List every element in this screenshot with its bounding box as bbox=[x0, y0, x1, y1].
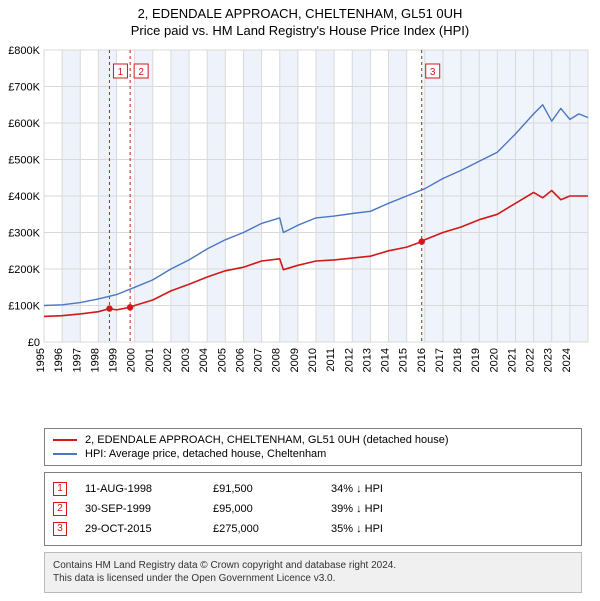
sale-row: 3 29-OCT-2015 £275,000 35% ↓ HPI bbox=[53, 519, 573, 539]
svg-text:2005: 2005 bbox=[216, 348, 228, 372]
svg-text:2014: 2014 bbox=[380, 348, 392, 372]
sale-row: 1 11-AUG-1998 £91,500 34% ↓ HPI bbox=[53, 479, 573, 499]
sale-date: 30-SEP-1999 bbox=[85, 503, 195, 515]
title-line-2: Price paid vs. HM Land Registry's House … bbox=[0, 23, 600, 40]
legend-label: HPI: Average price, detached house, Chel… bbox=[85, 448, 326, 460]
svg-text:1997: 1997 bbox=[71, 348, 83, 372]
svg-text:£300K: £300K bbox=[8, 227, 40, 239]
svg-text:2022: 2022 bbox=[525, 348, 537, 372]
svg-text:2012: 2012 bbox=[343, 348, 355, 372]
svg-text:2021: 2021 bbox=[506, 348, 518, 372]
svg-text:£0: £0 bbox=[28, 337, 40, 349]
svg-text:£700K: £700K bbox=[8, 81, 40, 93]
svg-text:£500K: £500K bbox=[8, 154, 40, 166]
svg-text:2024: 2024 bbox=[561, 348, 573, 372]
sale-price: £275,000 bbox=[213, 523, 313, 535]
svg-text:2023: 2023 bbox=[543, 348, 555, 372]
svg-text:2003: 2003 bbox=[180, 348, 192, 372]
svg-text:2004: 2004 bbox=[198, 348, 210, 372]
legend-label: 2, EDENDALE APPROACH, CHELTENHAM, GL51 0… bbox=[85, 434, 449, 446]
sale-date: 11-AUG-1998 bbox=[85, 483, 195, 495]
sale-row: 2 30-SEP-1999 £95,000 39% ↓ HPI bbox=[53, 499, 573, 519]
svg-text:2009: 2009 bbox=[289, 348, 301, 372]
legend: 2, EDENDALE APPROACH, CHELTENHAM, GL51 0… bbox=[44, 428, 582, 466]
chart-area: £0 £100K £200K £300K £400K £500K £600K £700K £80… bbox=[0, 42, 600, 422]
svg-text:£200K: £200K bbox=[8, 264, 40, 276]
svg-text:2015: 2015 bbox=[398, 348, 410, 372]
title-line-1: 2, EDENDALE APPROACH, CHELTENHAM, GL51 0… bbox=[0, 6, 600, 23]
sale-marker: 3 bbox=[53, 522, 67, 536]
svg-text:2018: 2018 bbox=[452, 348, 464, 372]
svg-text:2011: 2011 bbox=[325, 348, 337, 372]
sale-marker: 1 bbox=[53, 482, 67, 496]
sale-marker: 2 bbox=[53, 502, 67, 516]
sale-price: £95,000 bbox=[213, 503, 313, 515]
legend-swatch bbox=[53, 453, 77, 455]
svg-text:2: 2 bbox=[138, 67, 144, 78]
svg-text:2000: 2000 bbox=[126, 348, 138, 372]
sale-date: 29-OCT-2015 bbox=[85, 523, 195, 535]
svg-text:£800K: £800K bbox=[8, 45, 40, 57]
svg-text:2007: 2007 bbox=[253, 348, 265, 372]
legend-swatch bbox=[53, 439, 77, 441]
svg-text:2010: 2010 bbox=[307, 348, 319, 372]
svg-text:2016: 2016 bbox=[416, 348, 428, 372]
legend-row: 2, EDENDALE APPROACH, CHELTENHAM, GL51 0… bbox=[53, 433, 573, 447]
sale-hpi-delta: 35% ↓ HPI bbox=[331, 523, 383, 535]
svg-text:2017: 2017 bbox=[434, 348, 446, 372]
price-chart-svg: £0 £100K £200K £300K £400K £500K £600K £700K £80… bbox=[0, 42, 600, 422]
svg-text:2020: 2020 bbox=[488, 348, 500, 372]
legend-row: HPI: Average price, detached house, Chel… bbox=[53, 447, 573, 461]
svg-text:£400K: £400K bbox=[8, 191, 40, 203]
attribution-line-2: This data is licensed under the Open Gov… bbox=[53, 572, 573, 586]
sale-hpi-delta: 34% ↓ HPI bbox=[331, 483, 383, 495]
sales-table: 1 11-AUG-1998 £91,500 34% ↓ HPI 2 30-SEP-1999… bbox=[44, 472, 582, 546]
svg-text:£100K: £100K bbox=[8, 300, 40, 312]
svg-text:1: 1 bbox=[118, 67, 124, 78]
svg-text:1998: 1998 bbox=[89, 348, 101, 372]
svg-text:3: 3 bbox=[430, 67, 436, 78]
svg-text:2013: 2013 bbox=[361, 348, 373, 372]
svg-text:£600K: £600K bbox=[8, 118, 40, 130]
sale-price: £91,500 bbox=[213, 483, 313, 495]
svg-text:2019: 2019 bbox=[470, 348, 482, 372]
sale-hpi-delta: 39% ↓ HPI bbox=[331, 503, 383, 515]
attribution: Contains HM Land Registry data © Crown c… bbox=[44, 552, 582, 593]
svg-text:2008: 2008 bbox=[271, 348, 283, 372]
svg-text:2006: 2006 bbox=[234, 348, 246, 372]
svg-text:1996: 1996 bbox=[53, 348, 65, 372]
attribution-line-1: Contains HM Land Registry data © Crown c… bbox=[53, 559, 573, 573]
svg-text:1995: 1995 bbox=[35, 348, 47, 372]
svg-text:1999: 1999 bbox=[108, 348, 120, 372]
svg-text:2002: 2002 bbox=[162, 348, 174, 372]
chart-title-block: 2, EDENDALE APPROACH, CHELTENHAM, GL51 0… bbox=[0, 0, 600, 42]
svg-text:2001: 2001 bbox=[144, 348, 156, 372]
